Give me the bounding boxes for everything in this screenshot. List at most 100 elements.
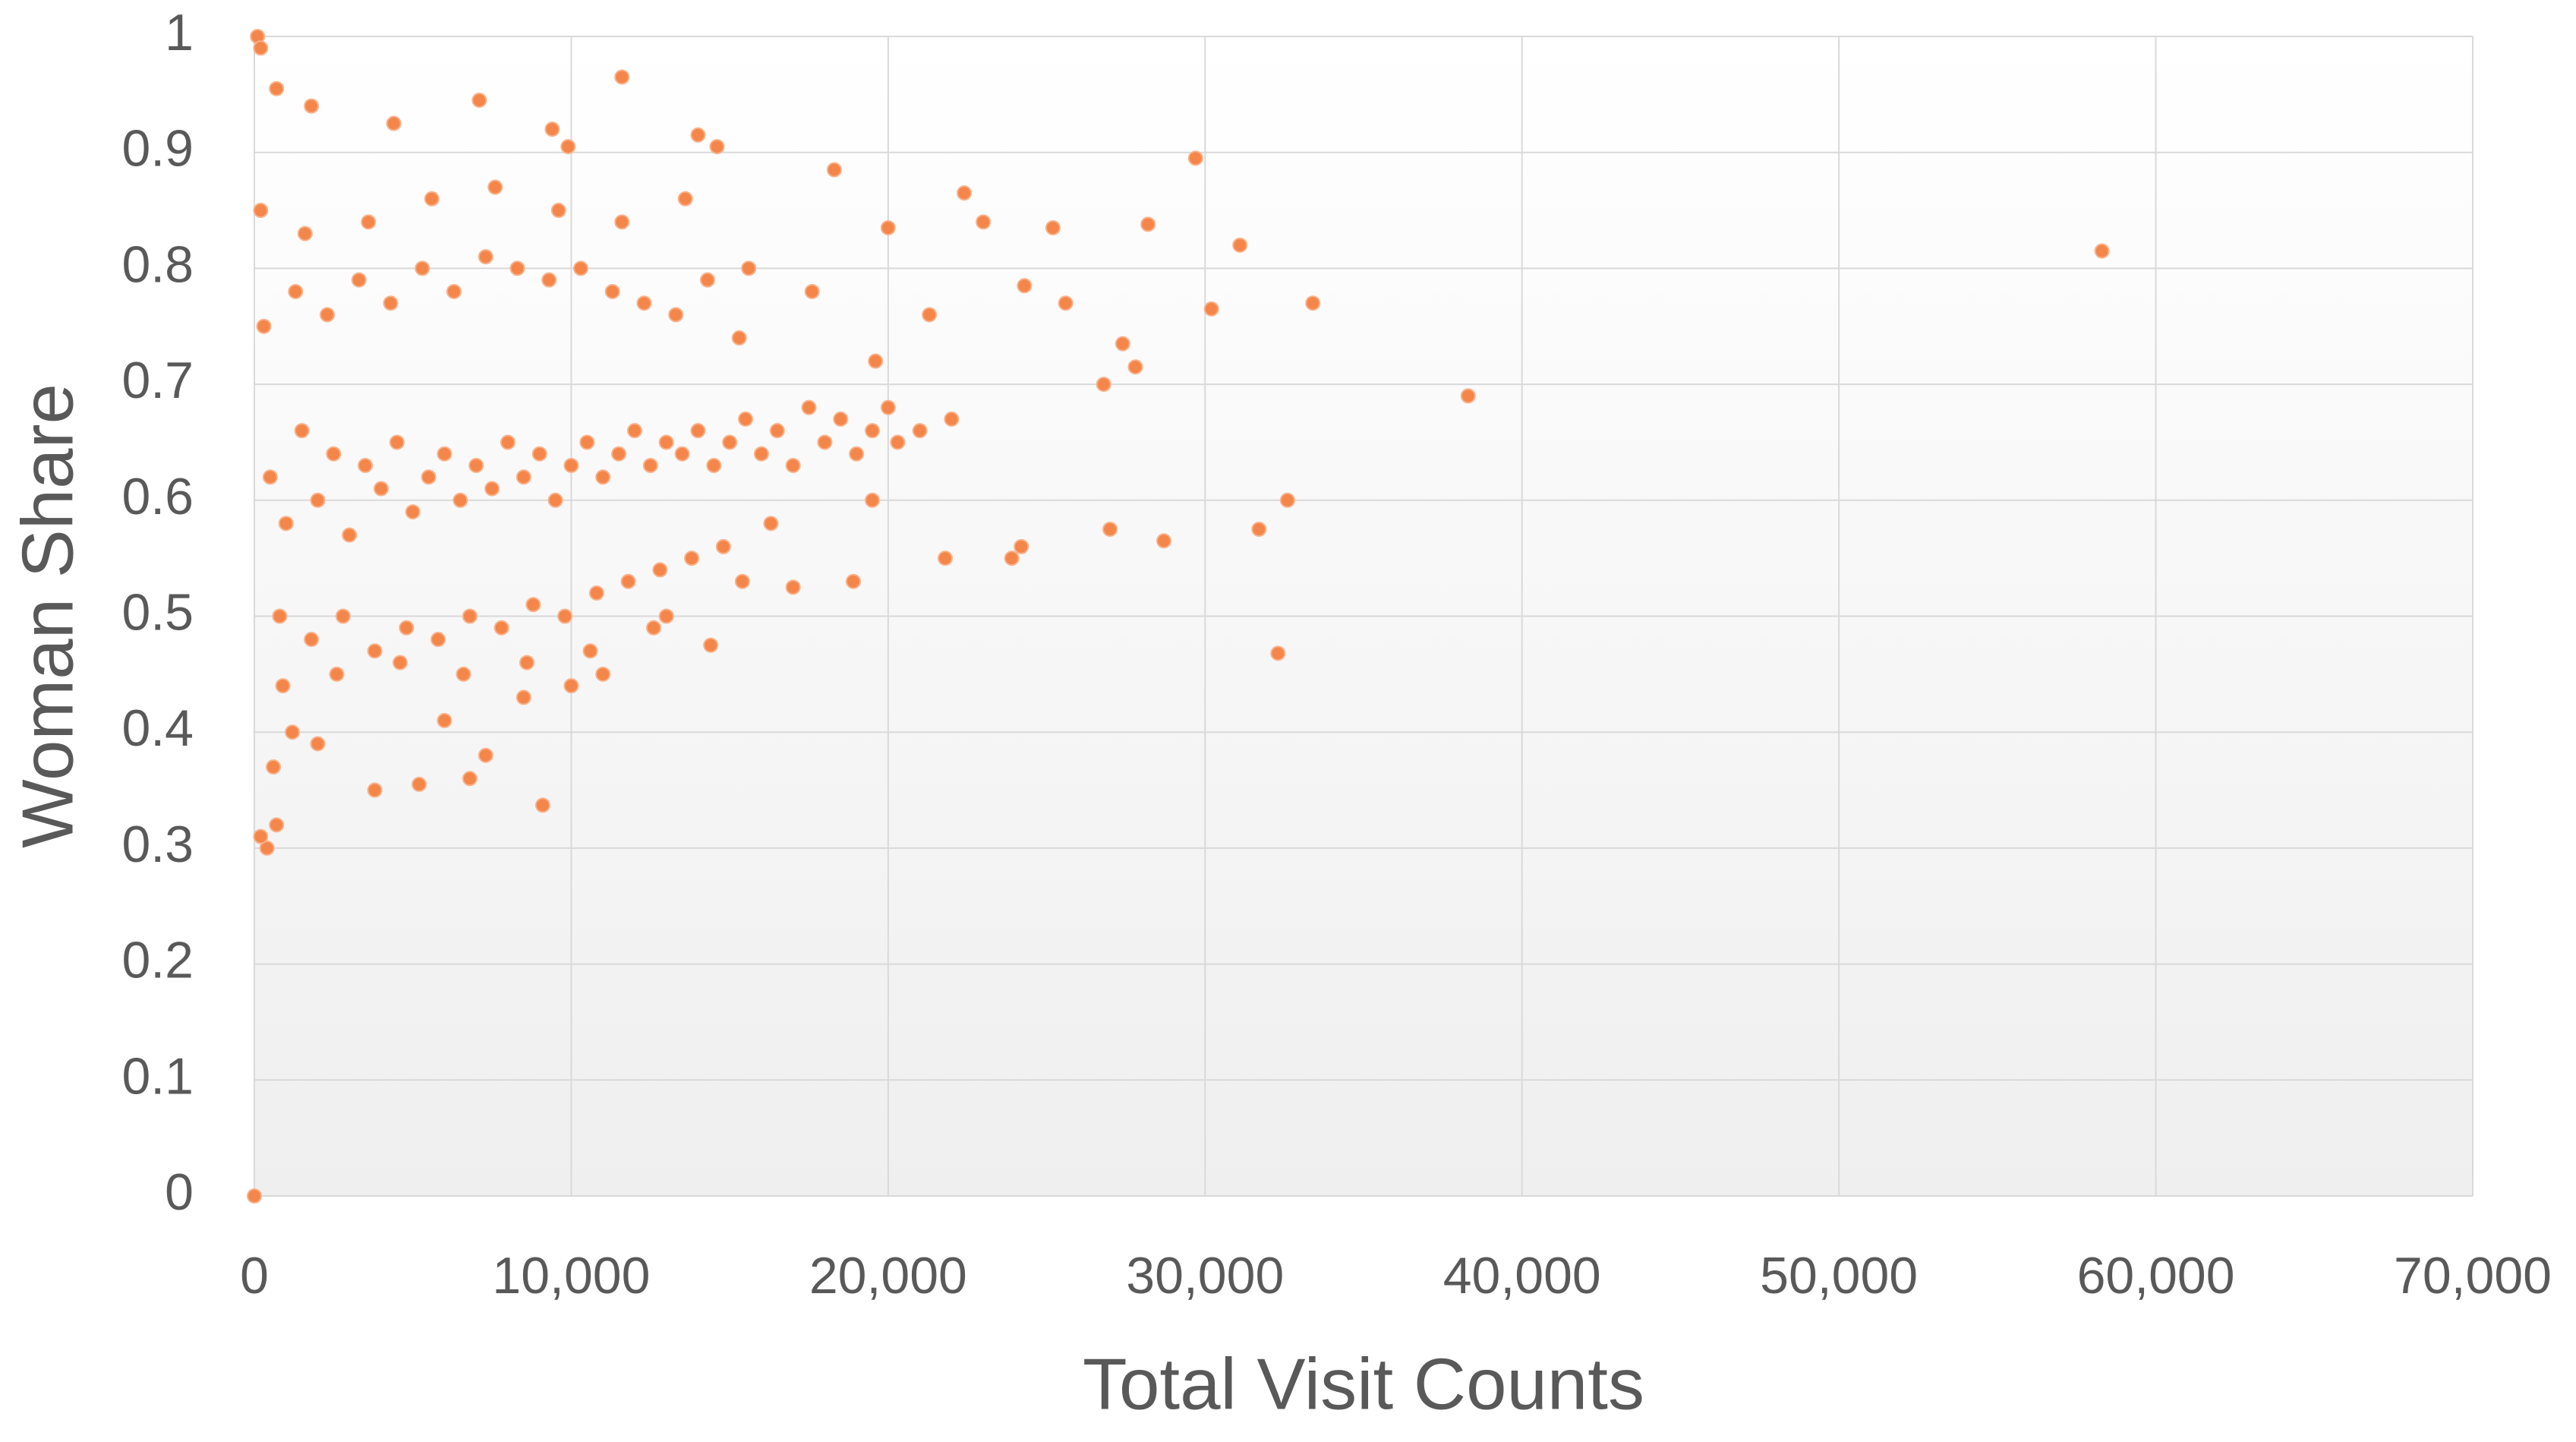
scatter-point	[399, 620, 415, 636]
x-tick-label: 30,000	[1126, 1247, 1284, 1305]
scatter-point	[358, 457, 374, 473]
y-tick-label: 0.4	[121, 699, 194, 757]
scatter-point	[826, 162, 842, 178]
scatter-point	[437, 712, 452, 728]
scatter-point	[922, 307, 938, 323]
scatter-point	[817, 434, 833, 450]
scatter-point	[550, 203, 566, 219]
scatter-point	[738, 411, 754, 427]
scatter-point	[868, 353, 884, 369]
scatter-point	[642, 457, 658, 473]
scatter-point	[864, 492, 880, 508]
scatter-point	[563, 457, 579, 473]
scatter-point	[690, 127, 706, 143]
scatter-point	[845, 573, 861, 589]
x-tick-label: 50,000	[1760, 1247, 1918, 1305]
y-axis-title: Woman Share	[7, 383, 88, 848]
scatter-point	[1017, 278, 1033, 294]
scatter-point	[706, 457, 722, 473]
scatter-point	[1096, 377, 1111, 393]
scatter-point	[1127, 359, 1143, 375]
scatter-point	[957, 185, 973, 201]
scatter-point	[620, 573, 636, 589]
scatter-point	[304, 632, 320, 648]
scatter-point	[386, 115, 402, 131]
scatter-point	[560, 139, 576, 155]
scatter-point	[937, 551, 953, 566]
scatter-point	[1203, 301, 1219, 317]
scatter-point	[801, 399, 817, 415]
scatter-point	[297, 226, 313, 241]
scatter-point	[446, 283, 462, 299]
scatter-point	[500, 434, 516, 450]
scatter-point	[493, 620, 509, 636]
scatter-point	[674, 446, 690, 462]
scatter-point	[304, 98, 320, 114]
scatter-point	[912, 423, 928, 439]
scatter-point	[976, 214, 992, 230]
scatter-point	[361, 214, 377, 230]
scatter-point	[421, 469, 437, 485]
scatter-point	[275, 678, 291, 694]
scatter-point	[383, 295, 399, 311]
scatter-point	[272, 608, 288, 624]
scatter-point	[1187, 150, 1203, 166]
scatter-point	[478, 249, 493, 265]
scatter-point	[516, 689, 531, 705]
scatter-point	[880, 219, 896, 235]
scatter-point	[1058, 295, 1074, 311]
scatter-point	[614, 214, 630, 230]
scatter-point	[247, 1188, 262, 1204]
y-tick-label: 0.3	[121, 816, 194, 873]
scatter-point	[563, 678, 579, 694]
scatter-point	[256, 318, 272, 334]
scatter-point	[890, 434, 906, 450]
y-tick-label: 0.1	[121, 1047, 194, 1105]
scatter-point	[430, 632, 446, 648]
scatter-point	[1305, 295, 1321, 311]
x-tick-label: 60,000	[2077, 1247, 2235, 1305]
scatter-point	[734, 573, 750, 589]
y-tick-label: 0.8	[121, 235, 194, 293]
scatter-point	[310, 736, 326, 752]
scatter-point	[703, 637, 719, 653]
y-tick-label: 1	[165, 4, 194, 62]
scatter-point	[462, 608, 478, 624]
scatter-point	[1004, 551, 1020, 566]
scatter-point	[471, 92, 487, 108]
scatter-point	[699, 272, 715, 288]
scatter-point	[690, 423, 706, 439]
y-tick-label: 0.2	[121, 932, 194, 989]
scatter-point	[1140, 216, 1156, 232]
scatter-point	[604, 283, 620, 299]
y-tick-label: 0.5	[121, 583, 194, 641]
scatter-point	[269, 80, 285, 96]
scatter-point	[544, 121, 560, 137]
scatter-point	[753, 446, 769, 462]
scatter-point	[1115, 336, 1130, 352]
x-axis-title: Total Visit Counts	[1083, 1343, 1644, 1425]
scatter-point	[516, 469, 531, 485]
scatter-point	[519, 655, 534, 671]
scatter-point	[547, 492, 563, 508]
scatter-point	[626, 423, 642, 439]
scatter-point	[785, 579, 801, 595]
scatter-point	[1014, 538, 1029, 554]
scatter-point	[722, 434, 738, 450]
scatter-point	[741, 260, 757, 276]
x-tick-label: 70,000	[2394, 1247, 2552, 1305]
scatter-point	[1251, 521, 1267, 537]
x-tick-label: 20,000	[809, 1247, 967, 1305]
y-tick-label: 0.9	[121, 120, 194, 178]
scatter-point	[595, 666, 611, 682]
scatter-point	[253, 40, 269, 56]
scatter-point	[253, 828, 269, 844]
y-tick-label: 0.6	[121, 468, 194, 525]
scatter-point	[785, 457, 801, 473]
scatter-point	[658, 608, 674, 624]
scatter-point	[849, 446, 865, 462]
scatter-point	[1045, 219, 1061, 235]
scatter-point	[658, 434, 674, 450]
scatter-point	[1270, 645, 1286, 661]
